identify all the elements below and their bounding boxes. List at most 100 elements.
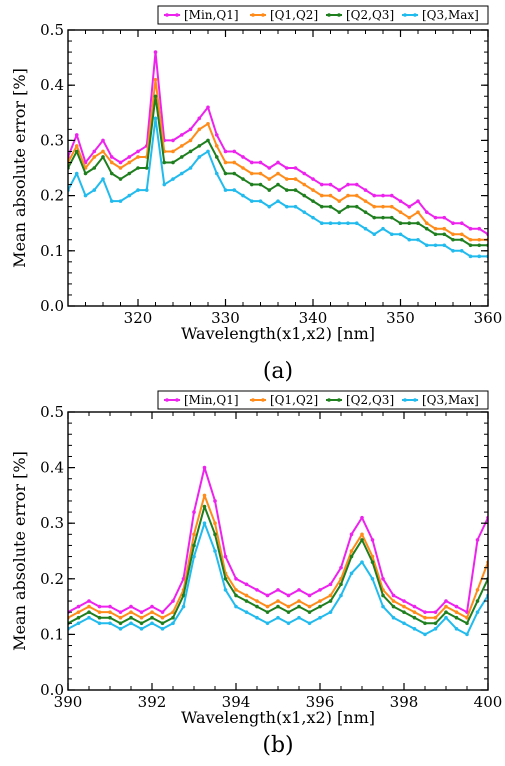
data-point (444, 604, 448, 609)
data-point (108, 615, 112, 620)
data-point (442, 215, 447, 220)
data-point (87, 604, 91, 609)
data-point (337, 199, 342, 203)
data-point (318, 599, 322, 603)
data-point (153, 116, 158, 121)
data-point (92, 166, 97, 170)
data-point (76, 604, 81, 609)
data-point (202, 465, 207, 470)
data-point (302, 182, 307, 187)
data-point (127, 160, 132, 165)
data-point (136, 188, 140, 192)
data-point (179, 171, 184, 176)
data-point (319, 221, 324, 225)
data-point (181, 593, 186, 598)
data-point (459, 232, 464, 237)
data-point (108, 610, 112, 614)
data-point (407, 215, 412, 220)
data-point (354, 204, 359, 209)
chart-panel-a: 320 330 340 350 360 0.0 0.1 0.2 0.3 0.4 0.5 Wavelen… (10, 5, 502, 384)
legend-label: [Q2,Q3] (346, 393, 394, 407)
x-tick-label: 398 (390, 693, 419, 711)
y-tick-label: 0.5 (40, 21, 64, 39)
legend-marker (251, 13, 255, 17)
data-point (402, 610, 406, 614)
data-point (328, 593, 333, 598)
legend-marker (165, 398, 169, 402)
data-point (232, 188, 237, 192)
data-point (328, 221, 333, 225)
data-point (213, 549, 217, 553)
data-point (206, 105, 210, 110)
data-point (349, 549, 354, 553)
data-point (433, 226, 438, 231)
y-tick-label: 0.5 (40, 403, 64, 421)
data-point (150, 621, 154, 626)
data-point (101, 149, 105, 154)
series-line (68, 51, 488, 236)
data-point (416, 221, 420, 225)
series-2 (68, 493, 488, 620)
data-point (328, 182, 333, 187)
data-point (370, 538, 375, 542)
data-point (293, 177, 298, 181)
data-point (349, 571, 354, 576)
legend-marker (251, 398, 255, 402)
data-point (179, 144, 184, 148)
data-point (286, 621, 291, 626)
series-2 (68, 77, 488, 242)
data-point (297, 599, 301, 603)
data-point (76, 615, 81, 620)
data-point (258, 199, 263, 203)
data-point (276, 604, 280, 609)
data-point (381, 604, 385, 609)
data-point (214, 133, 219, 137)
data-point (109, 199, 114, 203)
data-point (302, 210, 307, 214)
data-point (318, 588, 322, 592)
data-point (258, 182, 263, 187)
data-point (153, 94, 158, 99)
data-point (150, 610, 154, 614)
data-point (337, 210, 342, 214)
data-point (398, 232, 403, 237)
data-point (337, 221, 342, 225)
data-point (389, 215, 394, 220)
data-point (286, 593, 291, 598)
legend-marker (413, 398, 417, 402)
data-point (92, 188, 97, 192)
data-point (451, 232, 455, 237)
data-point (108, 621, 112, 626)
y-tick-label: 0.2 (40, 187, 64, 205)
legend-label: [Q1,Q2] (270, 393, 318, 407)
data-point (391, 593, 396, 598)
legend-label: [Q3,Max] (422, 8, 479, 22)
data-point (139, 615, 144, 620)
data-point (223, 188, 228, 192)
data-point (402, 621, 406, 626)
data-point (118, 166, 123, 170)
data-point (442, 243, 447, 248)
data-point (416, 237, 420, 242)
data-point (372, 232, 377, 237)
data-point (223, 171, 228, 176)
data-point (97, 621, 102, 626)
data-point (206, 138, 210, 143)
legend-marker (175, 398, 179, 402)
data-point (171, 149, 175, 154)
data-point (454, 610, 459, 614)
data-point (83, 193, 88, 198)
data-point (258, 160, 263, 165)
data-point (372, 215, 377, 220)
data-point (293, 188, 298, 192)
data-point (87, 615, 91, 620)
data-point (468, 254, 473, 259)
series-line (68, 78, 488, 241)
data-point (162, 182, 167, 187)
data-point (424, 210, 429, 214)
data-point (76, 621, 81, 626)
data-point (171, 621, 175, 626)
data-point (307, 621, 312, 626)
data-point (244, 599, 249, 603)
